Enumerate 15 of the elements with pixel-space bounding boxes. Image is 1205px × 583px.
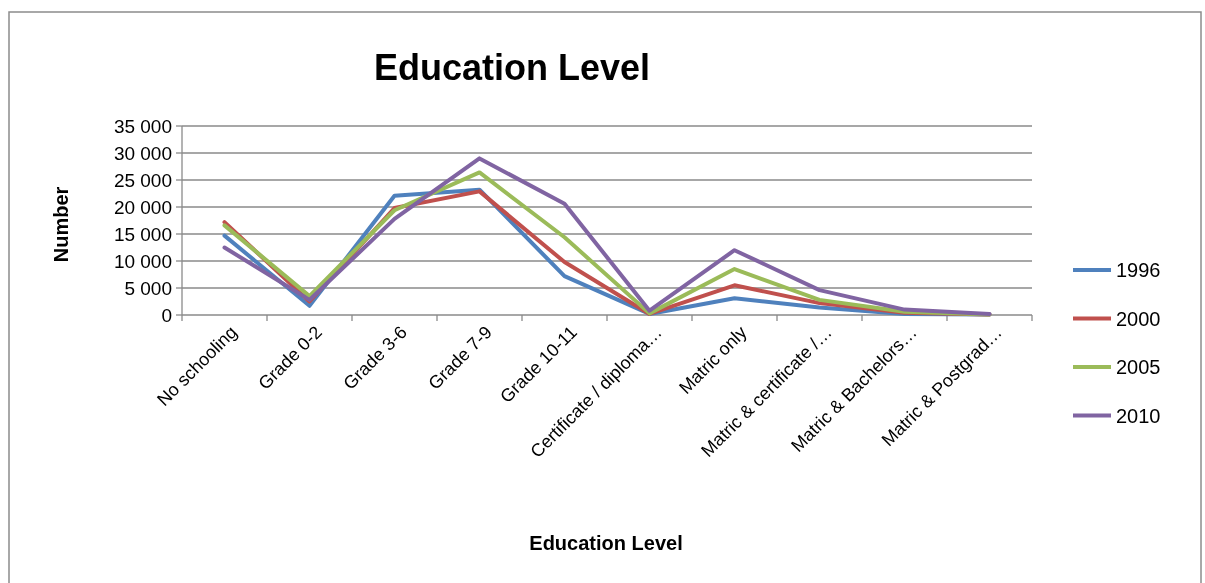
legend-label: 1996 <box>1116 259 1161 281</box>
y-tick-label: 25 000 <box>113 169 172 191</box>
y-tick-label: 30 000 <box>113 142 172 164</box>
y-tick-label: 10 000 <box>113 250 172 272</box>
y-tick-label: 0 <box>161 304 172 326</box>
legend-label: 2010 <box>1116 404 1161 427</box>
legend-label: 2000 <box>1116 307 1161 330</box>
chart-title: Education Level <box>373 47 651 88</box>
y-tick-label: 20 000 <box>113 196 172 218</box>
y-axis-title: Number <box>50 186 72 263</box>
y-tick-label: 5 000 <box>124 277 172 299</box>
y-tick-label: 15 000 <box>113 223 172 245</box>
legend-label: 2005 <box>1116 356 1161 378</box>
y-tick-label: 35 000 <box>113 115 172 137</box>
x-axis-title: Education Level <box>529 532 683 554</box>
